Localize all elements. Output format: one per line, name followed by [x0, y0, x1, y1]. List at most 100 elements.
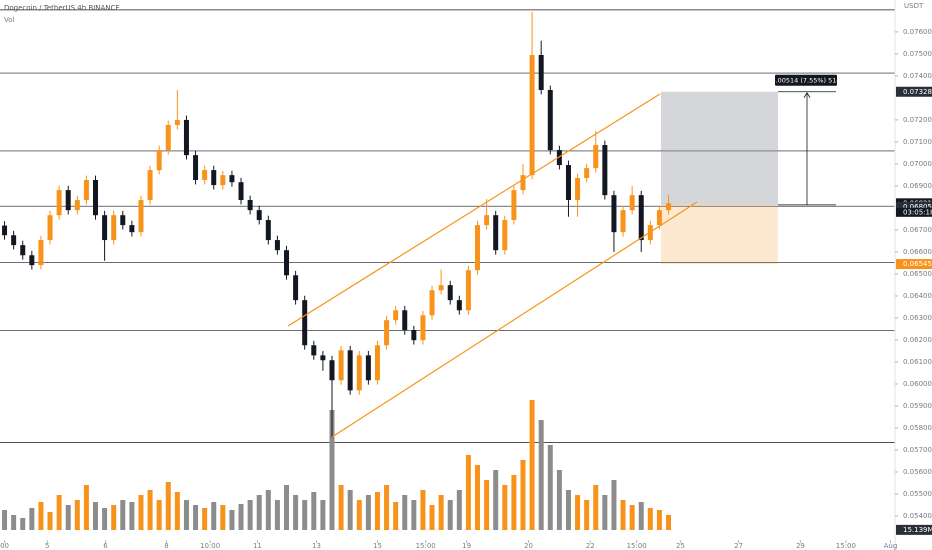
channel-upper [287, 93, 661, 327]
candle-body [456, 300, 462, 311]
candle-body [74, 200, 80, 211]
candle-body [111, 215, 117, 241]
candle-body [274, 240, 280, 251]
candle-body [556, 150, 562, 166]
volume-bar [411, 500, 417, 530]
volume-bar [174, 492, 180, 530]
volume-bar [511, 475, 517, 530]
volume-bar [256, 495, 262, 530]
x-tick-label: 11 [253, 542, 262, 550]
x-tick-label: 10:00 [200, 542, 220, 550]
volume-bar [338, 485, 344, 530]
y-tick-label: 0.07100 [903, 138, 932, 146]
y-tick-label: 0.07400 [903, 72, 932, 80]
channel-lower [331, 201, 698, 438]
y-tick-label: 0.07200 [903, 116, 932, 124]
candle-body [538, 55, 544, 90]
candle-body [356, 355, 362, 391]
volume-bar [247, 500, 253, 530]
volume-bar [584, 500, 590, 530]
candle-body [384, 320, 390, 346]
y-tick-label: 0.06200 [903, 336, 932, 344]
volume-bar [638, 502, 644, 530]
candle-body [584, 168, 590, 179]
candle-body [438, 285, 444, 291]
price-badge-label: 0.06805 [903, 203, 932, 211]
y-tick-label: 0.07500 [903, 50, 932, 58]
candle-body [302, 300, 308, 346]
y-tick-label: 0.07000 [903, 160, 932, 168]
volume-bar [556, 470, 562, 530]
y-tick-label: 0.05500 [903, 490, 932, 498]
volume-bar [456, 490, 462, 530]
candle-body [93, 180, 99, 216]
candle-body [656, 210, 662, 226]
candle-body [47, 215, 53, 241]
volume-bar [238, 504, 244, 530]
candle-body [602, 145, 608, 196]
candle-body [374, 345, 380, 381]
candle-body [65, 190, 71, 211]
candle-body [620, 210, 626, 233]
price-badge-label: 0.06545 [903, 260, 932, 268]
volume-bar [356, 500, 362, 530]
volume-bar [120, 500, 126, 530]
y-tick-label: 0.05400 [903, 512, 932, 520]
candle-body [120, 215, 126, 226]
volume-bar [56, 495, 62, 530]
candle-body [265, 220, 271, 241]
volume-bar [656, 510, 662, 530]
candle-body [147, 170, 153, 201]
volume-badge-label: 15.139M [903, 526, 932, 534]
candle-body [666, 203, 672, 211]
volume-bar [20, 518, 26, 530]
x-tick-label: 15:00 [627, 542, 647, 550]
volume-bar [129, 502, 135, 530]
candle-body [329, 360, 335, 381]
x-tick-label: 15:00 [416, 542, 436, 550]
x-tick-label: 00 [0, 542, 9, 550]
price-badge [896, 86, 932, 97]
volume-bar [611, 480, 617, 530]
volume-bar [620, 500, 626, 530]
x-tick-label: 8 [164, 542, 168, 550]
volume-bar [284, 485, 290, 530]
candle-body [156, 150, 162, 171]
x-tick-label: 22 [586, 542, 595, 550]
x-tick-label: 27 [734, 542, 743, 550]
volume-bar [293, 495, 299, 530]
candle-body [83, 180, 89, 201]
candle-body [465, 270, 471, 311]
volume-bar [329, 410, 335, 530]
candle-body [38, 240, 44, 266]
volume-bar [502, 485, 508, 530]
countdown-label: 03:05:18 [903, 208, 932, 216]
candle-body [238, 182, 244, 201]
volume-bar [38, 502, 44, 530]
candle-body [183, 119, 189, 156]
volume-bar [575, 495, 581, 530]
volume-bar [311, 492, 317, 530]
candle-body [520, 175, 526, 191]
volume-bar [29, 508, 35, 530]
candle-body [529, 55, 535, 176]
volume-bar [11, 515, 17, 530]
volume-bar [202, 508, 208, 530]
measure-label: 0.00514 (7.55%) 514 [771, 76, 840, 84]
price-badge [896, 259, 932, 270]
volume-bar [138, 495, 144, 530]
volume-bar [102, 508, 108, 530]
x-tick-label: 15 [373, 542, 382, 550]
y-tick-label: 0.06300 [903, 314, 932, 322]
volume-bar [211, 502, 217, 530]
chart-title: Dogecoin / TetherUS 4h BINANCE [4, 4, 120, 12]
candle-body [493, 215, 499, 251]
candle-body [429, 290, 435, 316]
currency: USDT [904, 2, 924, 10]
candle-body [20, 245, 26, 256]
volume-bar [302, 500, 308, 530]
volume-bar [429, 505, 435, 530]
candle-body [247, 200, 253, 211]
volume-bar [520, 460, 526, 530]
volume-bar [438, 495, 444, 530]
